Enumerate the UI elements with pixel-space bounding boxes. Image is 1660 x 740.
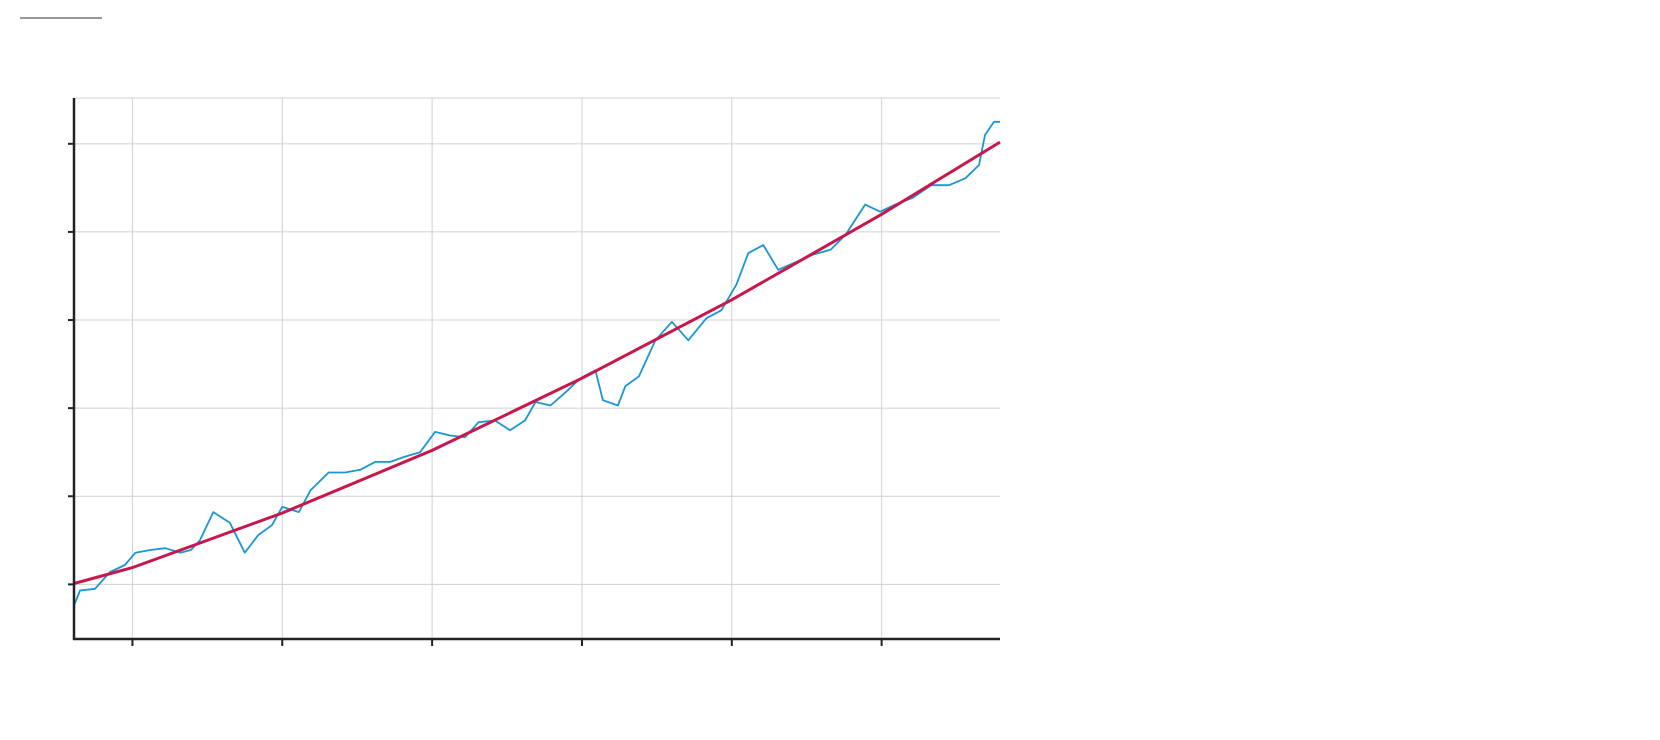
- series-line: [73, 140, 1001, 585]
- series-line: [73, 120, 1000, 606]
